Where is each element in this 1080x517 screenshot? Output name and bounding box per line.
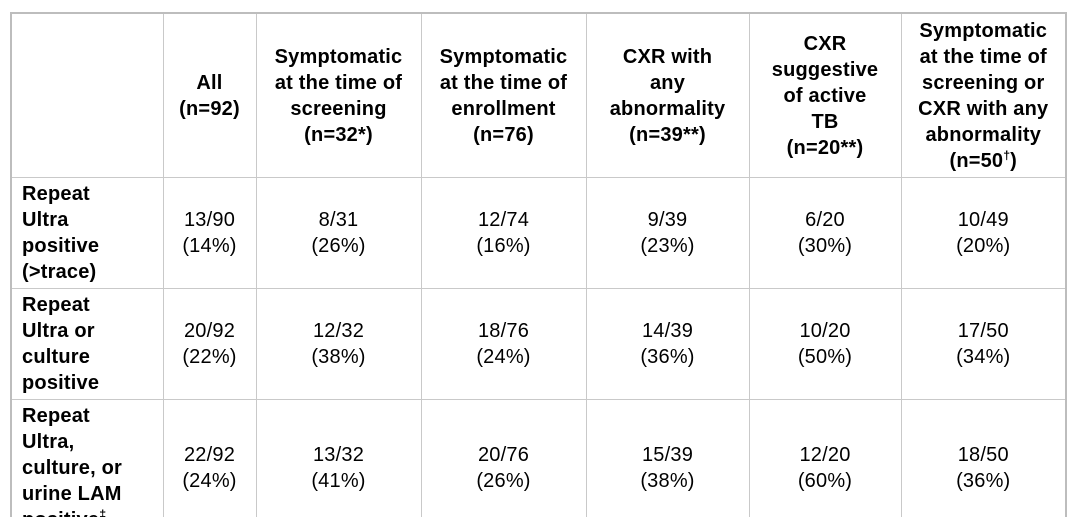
dagger-footnote-marker: † [1003,147,1011,162]
header-label-suffix: ) [1010,149,1018,172]
data-cell: 20/92 (22%) [162,288,257,400]
row-label: Repeat Ultra, culture, or urine LAM posi… [10,399,164,517]
data-cell: 15/39 (38%) [585,399,750,517]
header-label: Symptomatic at the time of screening (n=… [274,45,403,146]
header-cell-all: All (n=92) [162,12,257,178]
header-cell-symptomatic-enrollment: Symptomatic at the time of enrollment (n… [420,12,587,178]
table-row-repeat-ultra-positive: Repeat Ultra positive (>trace) 13/90 (14… [10,177,1067,289]
header-label: All (n=92) [179,71,240,120]
data-cell: 13/90 (14%) [162,177,257,289]
data-cell: 13/32 (41%) [255,399,422,517]
header-label: CXR with any abnormality (n=39**) [609,45,726,146]
table-row-repeat-ultra-or-culture: Repeat Ultra or culture positive 20/92 (… [10,288,1067,400]
data-cell: 18/50 (36%) [900,399,1067,517]
header-label: Symptomatic at the time of screening or … [918,19,1049,172]
row-label: Repeat Ultra or culture positive [10,288,164,400]
data-cell: 8/31 (26%) [255,177,422,289]
data-cell: 12/74 (16%) [420,177,587,289]
header-label: CXR suggestive of active TB (n=20**) [771,32,879,159]
data-cell: 9/39 (23%) [585,177,750,289]
header-cell-empty [10,12,164,178]
data-cell: 10/49 (20%) [900,177,1067,289]
double-dagger-footnote-marker: ‡ [99,507,107,517]
header-cell-symptomatic-or-cxr: Symptomatic at the time of screening or … [900,12,1067,178]
header-cell-cxr-active-tb: CXR suggestive of active TB (n=20**) [748,12,902,178]
header-label: Symptomatic at the time of enrollment (n… [439,45,568,146]
header-row: All (n=92) Symptomatic at the time of sc… [10,12,1067,178]
header-cell-cxr-any-abnormality: CXR with any abnormality (n=39**) [585,12,750,178]
data-cell: 6/20 (30%) [748,177,902,289]
header-cell-symptomatic-screening: Symptomatic at the time of screening (n=… [255,12,422,178]
data-cell: 20/76 (26%) [420,399,587,517]
table-row-repeat-ultra-culture-or-lam: Repeat Ultra, culture, or urine LAM posi… [10,399,1067,517]
results-table: All (n=92) Symptomatic at the time of sc… [10,12,1067,517]
data-cell: 12/20 (60%) [748,399,902,517]
row-label: Repeat Ultra positive (>trace) [10,177,164,289]
data-cell: 18/76 (24%) [420,288,587,400]
data-cell: 10/20 (50%) [748,288,902,400]
data-cell: 22/92 (24%) [162,399,257,517]
data-cell: 12/32 (38%) [255,288,422,400]
data-cell: 17/50 (34%) [900,288,1067,400]
data-cell: 14/39 (36%) [585,288,750,400]
